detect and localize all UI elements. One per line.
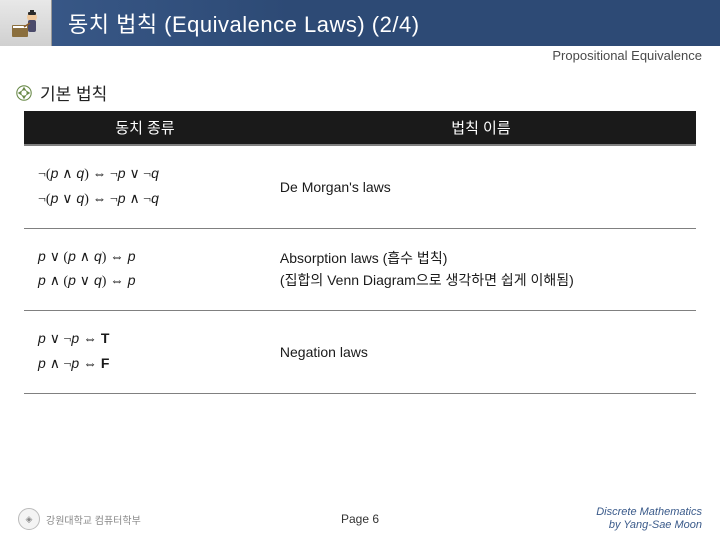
professor-icon [0, 0, 52, 46]
table-header-row: 동치 종류 법칙 이름 [24, 111, 696, 145]
credit-line1: Discrete Mathematics [596, 506, 702, 518]
section-title: 기본 법칙 [40, 80, 107, 105]
law-name: De Morgan's laws [280, 179, 391, 195]
desc-cell: Absorption laws (흡수 법칙) (집합의 Venn Diagra… [266, 228, 696, 311]
subtitle: Propositional Equivalence [552, 48, 702, 63]
formula-cell: ¬(p ∧ q) ⇔ ¬p ∨ ¬q ¬(p ∨ q) ⇔ ¬p ∧ ¬q [24, 145, 266, 228]
equivalence-laws-table: 동치 종류 법칙 이름 ¬(p ∧ q) ⇔ ¬p ∨ ¬q ¬(p ∨ q) … [24, 111, 696, 394]
law-name: Negation laws [280, 344, 368, 360]
table-row: ¬(p ∧ q) ⇔ ¬p ∨ ¬q ¬(p ∨ q) ⇔ ¬p ∧ ¬q De… [24, 145, 696, 228]
desc-cell: Negation laws [266, 311, 696, 394]
formula-cell: p ∨ (p ∧ q) ⇔ p p ∧ (p ∨ q) ⇔ p [24, 228, 266, 311]
footer-affiliation: 강원대학교 컴퓨터학부 [46, 512, 141, 527]
section-header: 기본 법칙 [14, 80, 706, 105]
footer: ◈ 강원대학교 컴퓨터학부 Page 6 Discrete Mathematic… [0, 504, 720, 540]
desc-cell: De Morgan's laws [266, 145, 696, 228]
footer-credit: Discrete Mathematics by Yang-Sae Moon [596, 506, 702, 532]
footer-left: ◈ 강원대학교 컴퓨터학부 [18, 508, 141, 530]
bullet-icon [14, 83, 34, 103]
title-bar: 동치 법칙 (Equivalence Laws) (2/4) [0, 0, 720, 46]
col-header-type: 동치 종류 [24, 111, 266, 145]
formula-cell: p ∨ ¬p ⇔ T p ∧ ¬p ⇔ F [24, 311, 266, 394]
university-logo-icon: ◈ [18, 508, 40, 530]
table-row: p ∨ ¬p ⇔ T p ∧ ¬p ⇔ F Negation laws [24, 311, 696, 394]
page-number: Page 6 [341, 512, 379, 526]
page-title: 동치 법칙 (Equivalence Laws) (2/4) [52, 7, 720, 39]
law-name: Absorption laws (흡수 법칙) [280, 250, 447, 266]
credit-line2: by Yang-Sae Moon [609, 519, 702, 531]
table-row: p ∨ (p ∧ q) ⇔ p p ∧ (p ∨ q) ⇔ p Absorpti… [24, 228, 696, 311]
law-note: (집합의 Venn Diagram으로 생각하면 쉽게 이해됨) [280, 272, 574, 288]
col-header-name: 법칙 이름 [266, 111, 696, 145]
